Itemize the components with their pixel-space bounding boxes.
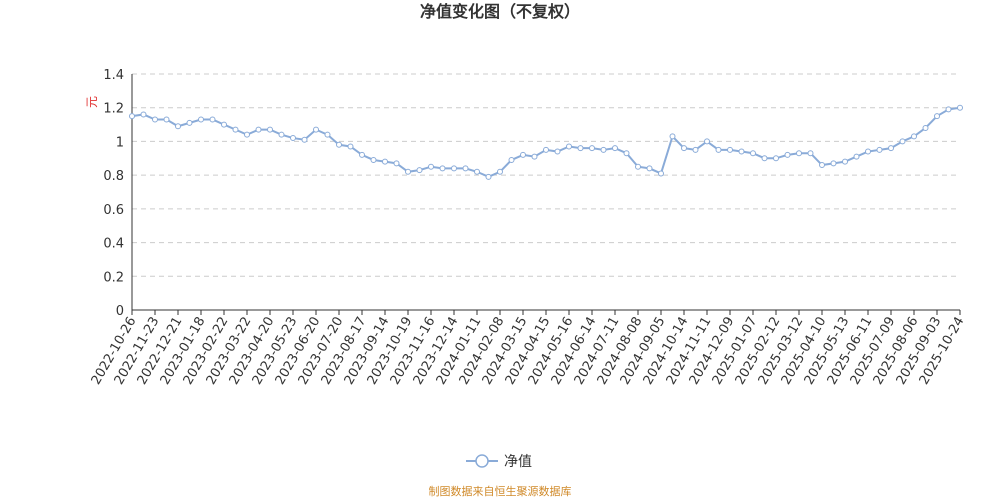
- point: [681, 145, 687, 152]
- y-tick-label: 0.4: [103, 237, 124, 252]
- point: [807, 150, 814, 157]
- point: [692, 146, 699, 153]
- point: [761, 155, 768, 162]
- point: [221, 121, 227, 128]
- point: [451, 165, 457, 172]
- point: [876, 146, 883, 153]
- point: [945, 106, 952, 113]
- point: [244, 131, 250, 138]
- point: [474, 168, 480, 175]
- point: [589, 145, 595, 152]
- point: [819, 162, 825, 169]
- y-tick-label: 0.8: [103, 169, 124, 184]
- legend-marker: [475, 454, 489, 468]
- point: [209, 116, 216, 123]
- point: [922, 124, 929, 131]
- point: [186, 119, 193, 126]
- y-tick-label: 0.2: [103, 270, 124, 285]
- point: [612, 145, 618, 152]
- point: [623, 150, 630, 157]
- y-tick-label: 1.4: [103, 68, 124, 83]
- point: [600, 146, 607, 153]
- point: [830, 160, 837, 167]
- point: [382, 158, 388, 165]
- point: [543, 146, 549, 153]
- point: [301, 136, 308, 143]
- point: [715, 146, 722, 153]
- point: [347, 143, 354, 150]
- point: [140, 111, 147, 118]
- point: [232, 126, 239, 133]
- point: [888, 145, 894, 152]
- point: [704, 138, 710, 145]
- point: [428, 163, 434, 170]
- point: [957, 104, 963, 111]
- y-axis-label: 元: [85, 96, 99, 108]
- point: [497, 168, 503, 175]
- y-tick-label: 1.2: [103, 102, 124, 117]
- point: [658, 170, 664, 177]
- point: [175, 123, 181, 130]
- point: [313, 126, 319, 133]
- point: [163, 116, 170, 123]
- point: [405, 168, 411, 175]
- source-note: 制图数据来自恒生聚源数据库: [429, 484, 572, 498]
- point: [485, 173, 492, 180]
- point: [646, 165, 653, 172]
- point: [439, 165, 446, 172]
- point: [462, 165, 469, 172]
- point: [290, 135, 296, 142]
- point: [129, 113, 135, 120]
- point: [669, 133, 676, 140]
- series-line: [131, 106, 961, 178]
- chart-title: 净值变化图（不复权）: [420, 2, 580, 21]
- point: [520, 151, 526, 158]
- point: [750, 150, 756, 157]
- point: [727, 146, 733, 153]
- point: [796, 150, 802, 157]
- point: [853, 153, 860, 160]
- point: [152, 116, 158, 123]
- point: [899, 138, 906, 145]
- point: [508, 156, 515, 163]
- point: [198, 116, 204, 123]
- y-tick-label: 1: [116, 135, 124, 150]
- point: [278, 131, 285, 138]
- point: [842, 158, 848, 165]
- point: [255, 126, 262, 133]
- point: [324, 131, 331, 138]
- point: [635, 163, 641, 170]
- point: [738, 148, 745, 155]
- point: [393, 160, 400, 167]
- point: [911, 133, 917, 140]
- point: [934, 113, 940, 120]
- point: [566, 143, 572, 150]
- point: [370, 156, 377, 163]
- point: [416, 167, 423, 174]
- y-tick-label: 0: [116, 304, 124, 319]
- y-tick-label: 0.6: [103, 203, 124, 218]
- point: [531, 153, 538, 160]
- point: [336, 141, 342, 148]
- point: [865, 148, 871, 155]
- point: [359, 151, 365, 158]
- point: [554, 148, 561, 155]
- point: [773, 155, 779, 162]
- point: [784, 151, 791, 158]
- point: [267, 126, 273, 133]
- point: [577, 145, 584, 152]
- legend-label: 净值: [504, 454, 532, 470]
